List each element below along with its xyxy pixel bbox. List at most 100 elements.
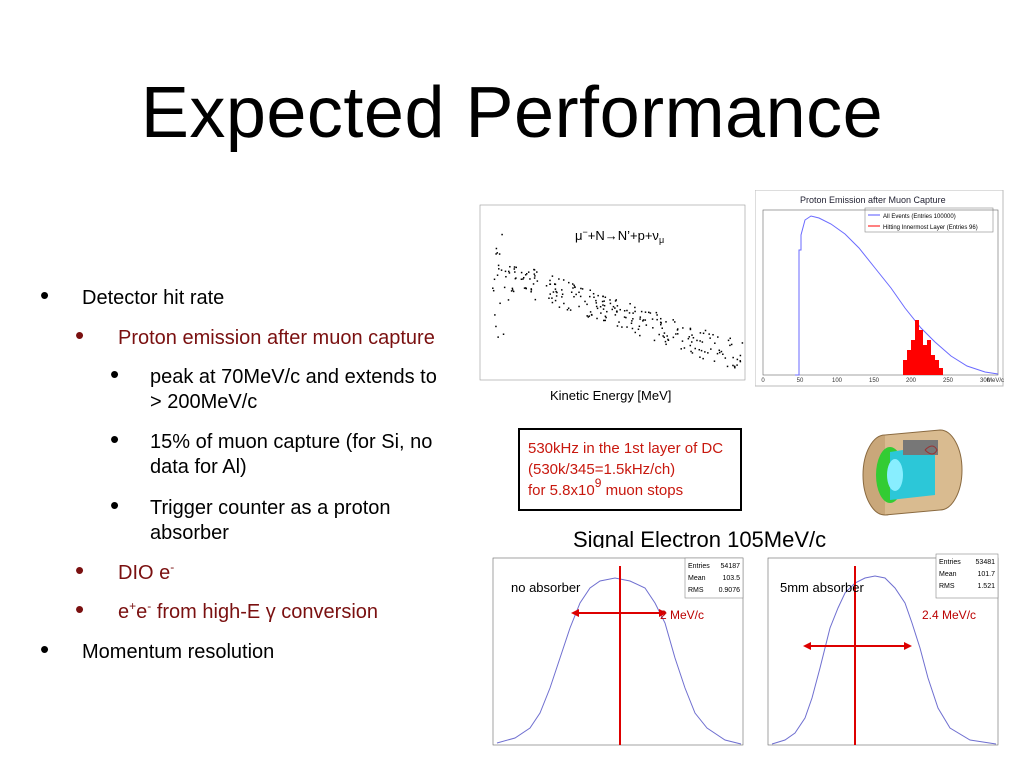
scatter-dot xyxy=(571,283,574,285)
scatter-dot xyxy=(642,319,645,321)
rate-box: 530kHz in the 1st layer of DC (530k/345=… xyxy=(518,428,742,511)
scatter-dot xyxy=(702,332,705,335)
scatter-dot xyxy=(634,331,637,334)
scatter-dot xyxy=(667,339,670,342)
bullet-dot: • xyxy=(75,320,85,350)
scatter-dot xyxy=(734,366,736,369)
scatter-dot xyxy=(579,295,582,298)
scatter-dot xyxy=(502,333,505,335)
scatter-dot xyxy=(724,357,727,359)
scatter-dot xyxy=(629,302,631,305)
scatter-dot xyxy=(699,356,701,358)
scatter-dot xyxy=(663,336,665,339)
scatter-dot xyxy=(597,294,599,297)
scatter-dot xyxy=(575,293,577,296)
scatter-dot xyxy=(675,333,677,335)
scatter-dot xyxy=(634,310,636,313)
scatter-dot xyxy=(551,297,553,299)
scatter-dot xyxy=(602,295,604,298)
scatter-dot xyxy=(661,327,663,329)
scatter-dot xyxy=(558,306,561,308)
scatter-dot xyxy=(710,348,712,350)
scatter-dot xyxy=(554,283,557,286)
x-tick-label: 300 xyxy=(980,378,991,384)
stat-name: RMS xyxy=(688,587,704,594)
eq-part: +N→N’+p+ν xyxy=(588,228,659,243)
scatter-dot xyxy=(702,357,704,360)
scatter-dot xyxy=(612,305,615,308)
scatter-dot xyxy=(567,307,570,309)
scatter-dot xyxy=(709,337,711,339)
scatter-dot xyxy=(649,312,652,314)
shape xyxy=(887,459,903,491)
scatter-dot xyxy=(717,336,719,338)
scatter-dot xyxy=(492,289,495,292)
scatter-dot xyxy=(689,327,692,330)
scatter-dot xyxy=(694,347,696,350)
scatter-dot xyxy=(699,340,701,342)
scatter-dot xyxy=(527,271,530,273)
scatter-dot xyxy=(696,339,698,342)
scatter-dot xyxy=(713,360,716,362)
scatter-dot xyxy=(722,353,724,356)
scatter-dot xyxy=(586,303,588,306)
scatter-dot xyxy=(639,318,641,320)
scatter-dot xyxy=(700,349,703,352)
bullet-dot: • xyxy=(75,594,85,624)
scatter-dot xyxy=(515,266,517,269)
scatter-dot xyxy=(628,312,631,314)
scatter-dot xyxy=(616,310,618,312)
scatter-dot xyxy=(495,247,498,250)
scatter-dot xyxy=(664,340,667,343)
scatter-dot xyxy=(496,252,499,254)
scatter-dot xyxy=(741,342,744,344)
scatter-dot xyxy=(691,334,693,336)
bullet-text: peak at 70MeV/c and extends to > 200MeV/… xyxy=(150,365,440,415)
scatter-dot xyxy=(494,314,496,316)
shape xyxy=(890,445,935,500)
scatter-dot xyxy=(676,333,679,335)
scatter-dot xyxy=(616,305,619,307)
scatter-dot xyxy=(704,329,707,332)
stat-name: Entries xyxy=(688,563,710,570)
scatter-dot xyxy=(522,276,525,279)
scatter-dot xyxy=(523,287,526,289)
scatter-dot xyxy=(667,338,669,341)
scatter-dot xyxy=(568,281,570,284)
scatter-dot xyxy=(732,356,734,359)
scatter-dot xyxy=(701,341,704,343)
scatter-dot xyxy=(644,319,647,321)
scatter-dot xyxy=(589,289,592,291)
x-unit: MeV/c xyxy=(987,378,1004,384)
histogram xyxy=(496,577,742,745)
scatter-dot xyxy=(682,327,684,329)
scatter-dot xyxy=(605,316,607,319)
resolution-plots: no absorber 2 MeV/c Entries 54187 Mean 103.… xyxy=(475,548,1005,761)
x-tick-label: 100 xyxy=(832,378,843,384)
scatter-dot xyxy=(739,360,741,362)
scatter-dot xyxy=(505,275,507,278)
scatter-dot xyxy=(639,316,642,318)
scatter-dot xyxy=(600,312,602,314)
scatter-dot xyxy=(554,288,557,290)
scatter-dot xyxy=(511,287,514,290)
bullet-dot: • xyxy=(40,634,50,664)
superscript: 9 xyxy=(594,476,602,490)
superscript: - xyxy=(147,599,152,613)
scatter-dot xyxy=(549,279,551,282)
scatter-dot xyxy=(730,343,733,346)
shape xyxy=(903,440,938,455)
scatter-dot xyxy=(512,290,515,293)
bullet-text: 15% of muon capture (for Si, no data for… xyxy=(150,430,440,480)
stat-name: RMS xyxy=(939,583,955,590)
scatter-dot xyxy=(513,266,516,268)
bullet-dot: • xyxy=(110,424,120,454)
scatter-dot xyxy=(596,307,599,310)
scatter-dot xyxy=(642,320,644,322)
scatter-dot xyxy=(680,348,682,350)
scatter-dot xyxy=(652,327,654,329)
scatter-dot xyxy=(530,288,533,290)
scatter-dot xyxy=(495,325,497,328)
scatter-dot xyxy=(561,293,564,296)
proton-plot-left: μ−+N→N’+p+νμ Kinetic Energy [MeV] xyxy=(479,204,746,403)
